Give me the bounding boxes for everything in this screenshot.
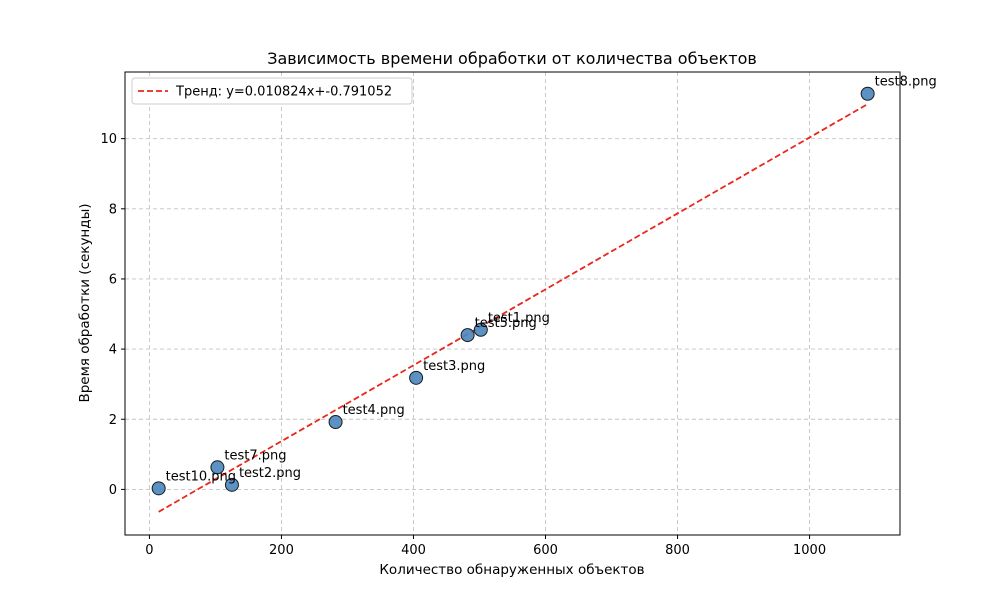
trend-line-layer: [158, 103, 869, 513]
x-tick-label: 400: [401, 543, 426, 558]
y-axis-label: Время обработки (секунды): [77, 203, 93, 402]
data-point: [409, 370, 424, 385]
data-point: [328, 415, 343, 430]
y-tick-label: 2: [109, 413, 117, 428]
data-point-label: test8.png: [875, 75, 937, 90]
data-point-label: test3.png: [423, 359, 485, 374]
legend-trend-label: Тренд: y=0.010824x+-0.791052: [175, 85, 392, 100]
x-tick-label: 0: [145, 543, 153, 558]
y-axis-ticks: 0 2 4 6 8 10: [100, 132, 125, 498]
data-point: [210, 460, 225, 475]
data-point: [151, 481, 166, 496]
x-tick-label: 1000: [793, 543, 826, 558]
y-tick-label: 10: [100, 132, 117, 147]
legend-box: [131, 77, 413, 105]
x-axis-ticks: 0 200 400 600 800 1000: [145, 535, 826, 558]
y-tick-label: 4: [109, 343, 117, 358]
trend-line: [158, 103, 869, 513]
data-point-label: test2.png: [239, 466, 301, 481]
legend: Тренд: y=0.010824x+-0.791052: [131, 77, 413, 105]
x-tick-label: 200: [269, 543, 294, 558]
x-axis-label: Количество обнаруженных объектов: [379, 562, 644, 578]
x-tick-label: 600: [533, 543, 558, 558]
data-point-label: test10.png: [166, 469, 236, 484]
point-labels: test1.png test2.png test3.png test4.png test…: [166, 75, 937, 485]
data-point-label: test7.png: [224, 448, 286, 463]
data-points: [151, 86, 875, 496]
x-tick-label: 800: [665, 543, 690, 558]
plot-area-frame: [124, 71, 901, 536]
y-tick-label: 8: [109, 202, 117, 217]
y-tick-label: 6: [109, 272, 117, 287]
data-point: [224, 477, 239, 492]
data-point-label: test1.png: [488, 311, 550, 326]
data-point: [460, 328, 475, 343]
grid: [125, 72, 900, 535]
data-point: [473, 322, 488, 337]
data-point-label: test5.png: [475, 316, 537, 331]
chart-title: Зависимость времени обработки от количес…: [267, 49, 757, 68]
data-point: [860, 86, 875, 101]
y-tick-label: 0: [109, 483, 117, 498]
data-point-label: test4.png: [343, 403, 405, 418]
